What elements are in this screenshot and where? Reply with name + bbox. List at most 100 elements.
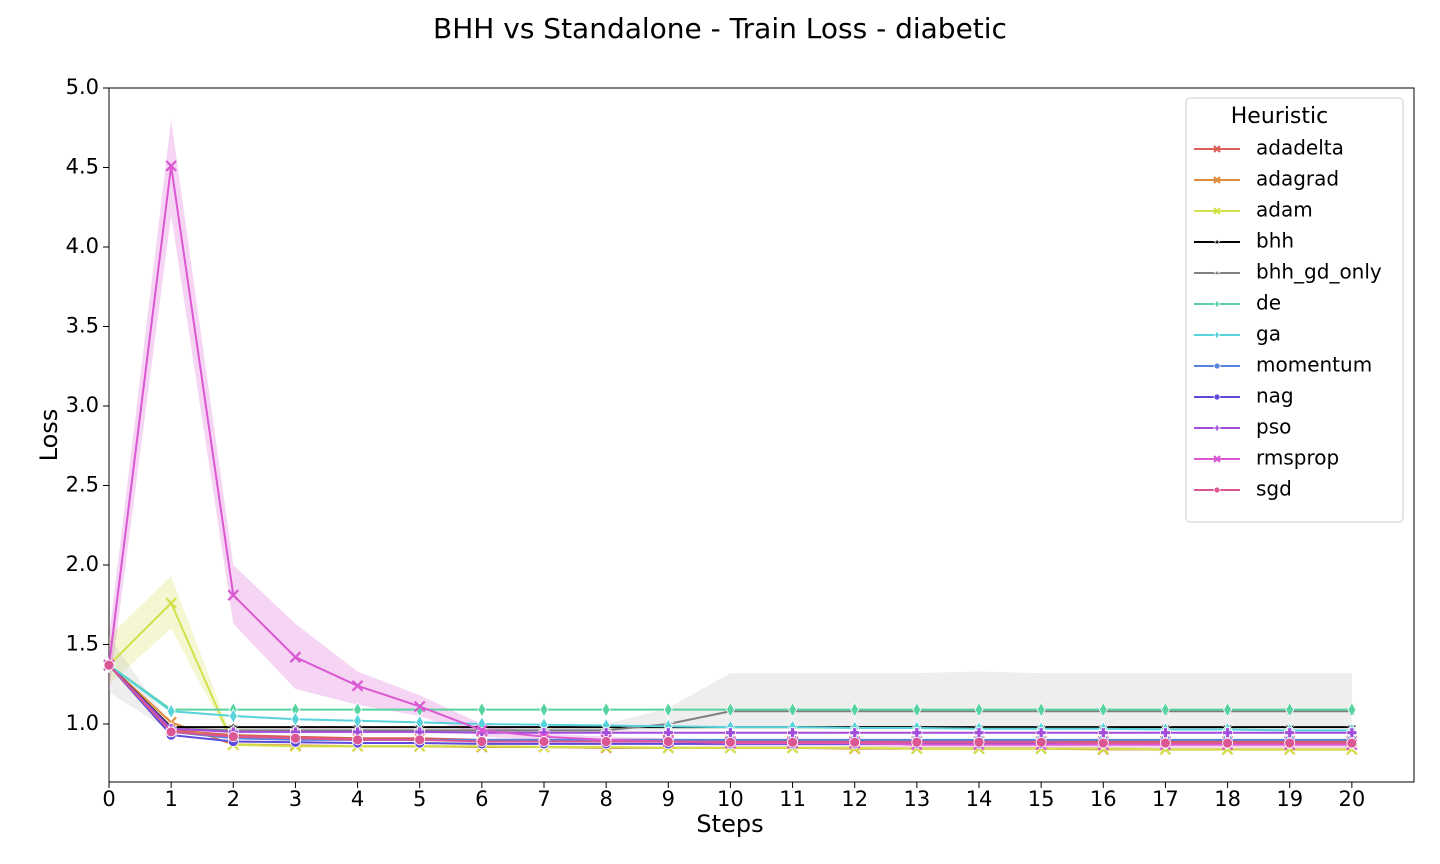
chart-title: BHH vs Standalone - Train Loss - diabeti… (433, 12, 1007, 45)
marker (1223, 701, 1233, 718)
x-tick-label: 16 (1090, 787, 1117, 811)
marker (165, 726, 177, 738)
marker (1098, 701, 1108, 718)
legend-label: bhh_gd_only (1256, 260, 1382, 284)
marker (912, 701, 922, 718)
x-tick-label: 17 (1152, 787, 1179, 811)
marker (165, 160, 177, 172)
marker (290, 711, 300, 728)
marker (787, 736, 798, 748)
legend-label: adadelta (1256, 136, 1344, 160)
y-tick-label: 3.0 (66, 393, 99, 417)
marker (1284, 737, 1296, 749)
x-tick-label: 12 (841, 787, 868, 811)
marker (1213, 455, 1221, 463)
y-tick-label: 3.5 (66, 313, 99, 337)
x-tick-label: 2 (227, 787, 240, 811)
x-tick-label: 5 (413, 787, 426, 811)
x-tick-label: 13 (903, 787, 930, 811)
marker (662, 736, 674, 747)
marker (601, 701, 611, 718)
x-tick-label: 7 (537, 787, 550, 811)
y-tick-label: 5.0 (66, 75, 99, 99)
marker (1214, 329, 1220, 341)
marker (1284, 727, 1296, 739)
marker (1347, 701, 1357, 718)
x-tick-label: 1 (164, 787, 177, 811)
marker (413, 700, 426, 713)
marker (1097, 737, 1109, 749)
x-tick-label: 11 (779, 787, 806, 811)
marker (1213, 237, 1221, 246)
marker (1213, 268, 1221, 277)
marker (1160, 701, 1170, 718)
marker (1213, 176, 1221, 184)
x-tick-label: 18 (1214, 787, 1241, 811)
marker (1214, 298, 1220, 310)
marker (849, 736, 861, 748)
y-tick-label: 4.0 (66, 234, 99, 258)
marker (103, 659, 115, 671)
x-tick-label: 0 (102, 787, 115, 811)
marker (227, 589, 240, 601)
y-axis-label: Loss (35, 409, 63, 462)
marker (1036, 701, 1046, 718)
marker (1213, 486, 1221, 494)
marker (600, 736, 612, 747)
marker (476, 724, 488, 737)
x-tick-label: 14 (966, 787, 993, 811)
legend-title: Heuristic (1231, 104, 1328, 129)
legend-label: ga (1256, 322, 1281, 346)
marker (725, 701, 735, 718)
marker (1160, 737, 1171, 749)
x-tick-label: 10 (717, 787, 744, 811)
x-tick-label: 3 (289, 787, 302, 811)
marker (477, 701, 487, 718)
marker (973, 736, 985, 748)
legend-label: bhh (1256, 229, 1294, 253)
marker (663, 701, 673, 718)
x-tick-label: 15 (1028, 787, 1055, 811)
marker (538, 736, 550, 747)
marker (289, 651, 302, 663)
marker (166, 703, 176, 720)
marker (414, 734, 426, 746)
legend-label: nag (1256, 384, 1294, 408)
marker (788, 701, 798, 718)
y-tick-label: 1.0 (66, 711, 99, 735)
marker (974, 701, 984, 718)
x-tick-label: 9 (662, 787, 675, 811)
y-tick-label: 4.5 (66, 154, 99, 178)
marker (539, 701, 549, 718)
x-axis-label: Steps (696, 810, 763, 838)
marker (850, 701, 860, 718)
legend-label: de (1256, 291, 1281, 315)
y-tick-label: 2.0 (66, 552, 99, 576)
legend-label: adam (1256, 198, 1313, 222)
marker (911, 736, 923, 748)
legend-box (1185, 97, 1404, 523)
marker (227, 731, 239, 743)
marker (476, 736, 488, 747)
marker (1213, 393, 1221, 401)
marker (1097, 727, 1109, 739)
marker (1222, 727, 1233, 739)
x-tick-label: 20 (1338, 787, 1365, 811)
marker (1035, 736, 1047, 748)
legend-label: momentum (1256, 353, 1372, 377)
y-tick-label: 2.5 (66, 472, 99, 496)
x-tick-label: 6 (475, 787, 488, 811)
marker (165, 597, 177, 609)
legend-label: adagrad (1256, 167, 1339, 191)
marker (1285, 701, 1295, 718)
marker (352, 734, 363, 746)
confidence-band (109, 119, 1352, 748)
marker (1160, 727, 1171, 739)
marker (351, 680, 364, 692)
plot-frame (108, 87, 1415, 783)
marker (1346, 737, 1358, 749)
marker (228, 708, 238, 724)
y-tick-label: 1.5 (66, 631, 99, 655)
x-tick-label: 4 (351, 787, 364, 811)
